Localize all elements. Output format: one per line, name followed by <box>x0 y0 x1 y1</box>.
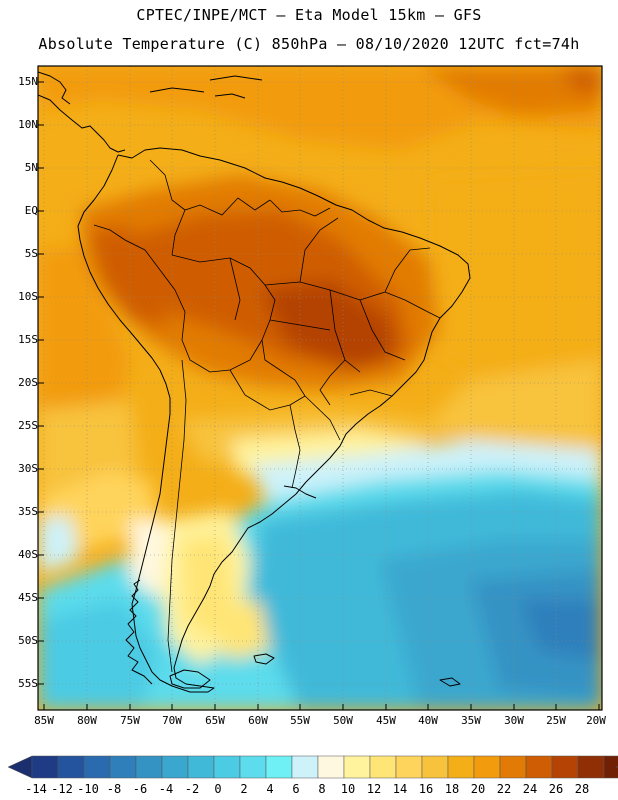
colorbar-cell <box>135 755 163 779</box>
lon-label: 70W <box>162 714 182 727</box>
lat-label: 50S <box>18 634 38 647</box>
colorbar-cell <box>109 755 137 779</box>
colorbar-label: 26 <box>548 782 564 796</box>
colorbar-label: 20 <box>470 782 486 796</box>
lon-label: 65W <box>205 714 225 727</box>
lat-label: 10N <box>18 118 38 131</box>
colorbar-label: -2 <box>184 782 200 796</box>
lon-label: 80W <box>77 714 97 727</box>
lat-label: EQ <box>24 204 38 217</box>
colorbar-label: 24 <box>522 782 538 796</box>
country-borders <box>93 159 441 673</box>
lat-label: 25S <box>18 419 38 432</box>
colorbar-cell <box>213 755 241 779</box>
colorbar-cell <box>187 755 215 779</box>
colorbar-label: 6 <box>292 782 300 796</box>
lat-label: 45S <box>18 591 38 604</box>
colorbar-cell <box>447 755 475 779</box>
colorbar-cell <box>525 755 553 779</box>
colorbar-label: 18 <box>444 782 460 796</box>
lat-label: 10S <box>18 290 38 303</box>
map-title-line1: CPTEC/INPE/MCT – Eta Model 15km – GFS <box>136 6 482 24</box>
colorbar-cell <box>577 755 605 779</box>
lon-label: 85W <box>34 714 54 727</box>
colorbar-cell <box>499 755 527 779</box>
colorbar-label: 8 <box>318 782 326 796</box>
colorbar-cell <box>161 755 189 779</box>
lon-label: 40W <box>418 714 438 727</box>
lon-label: 45W <box>376 714 396 727</box>
lat-label: 5S <box>24 247 38 260</box>
colorbar-label: 28 <box>574 782 590 796</box>
map-title-line2: Absolute Temperature (C) 850hPa – 08/10/… <box>38 35 580 53</box>
colorbar-cell <box>395 755 423 779</box>
lon-label: 35W <box>461 714 481 727</box>
colorbar-cell <box>343 755 371 779</box>
lat-label: 20S <box>18 376 38 389</box>
colorbar-label: -10 <box>77 782 99 796</box>
colorbar-cell <box>31 755 59 779</box>
colorbar-label: 12 <box>366 782 382 796</box>
lon-label: 55W <box>290 714 310 727</box>
colorbar-cell <box>421 755 449 779</box>
axis-ticks <box>38 81 600 710</box>
colorbar-label: 4 <box>266 782 274 796</box>
colorbar-label: 0 <box>214 782 222 796</box>
lat-label: 15N <box>18 75 38 88</box>
lat-label: 5N <box>24 161 38 174</box>
lat-label: 30S <box>18 462 38 475</box>
lon-label: 75W <box>120 714 140 727</box>
colorbar-label: 22 <box>496 782 512 796</box>
lat-label: 35S <box>18 505 38 518</box>
colorbar-label: -12 <box>51 782 73 796</box>
lon-label: 25W <box>546 714 566 727</box>
colorbar-cell <box>369 755 397 779</box>
lat-label: 40S <box>18 548 38 561</box>
lon-label: 20W <box>586 714 606 727</box>
colorbar-label: -4 <box>158 782 174 796</box>
lon-label: 30W <box>504 714 524 727</box>
temperature-field <box>38 66 602 710</box>
lon-label: 60W <box>248 714 268 727</box>
colorbar-cell <box>551 755 579 779</box>
colorbar-label: 16 <box>418 782 434 796</box>
colorbar-label: -8 <box>106 782 122 796</box>
colorbar-label: -14 <box>25 782 47 796</box>
colorbar-label: 14 <box>392 782 408 796</box>
coastlines <box>38 71 471 693</box>
graticule <box>38 66 602 710</box>
map-frame <box>37 65 603 711</box>
colorbar-cell <box>291 755 319 779</box>
colorbar-cell <box>239 755 267 779</box>
colorbar <box>7 755 618 779</box>
colorbar-label: 2 <box>240 782 248 796</box>
colorbar-cell <box>57 755 85 779</box>
colorbar-label: 10 <box>340 782 356 796</box>
colorbar-cell <box>603 755 618 779</box>
lat-label: 15S <box>18 333 38 346</box>
colorbar-low-arrow <box>7 755 33 779</box>
colorbar-cell <box>473 755 501 779</box>
colorbar-cell <box>317 755 345 779</box>
colorbar-cell <box>265 755 293 779</box>
lon-label: 50W <box>333 714 353 727</box>
colorbar-cell <box>83 755 111 779</box>
lat-label: 55S <box>18 677 38 690</box>
colorbar-label: -6 <box>132 782 148 796</box>
